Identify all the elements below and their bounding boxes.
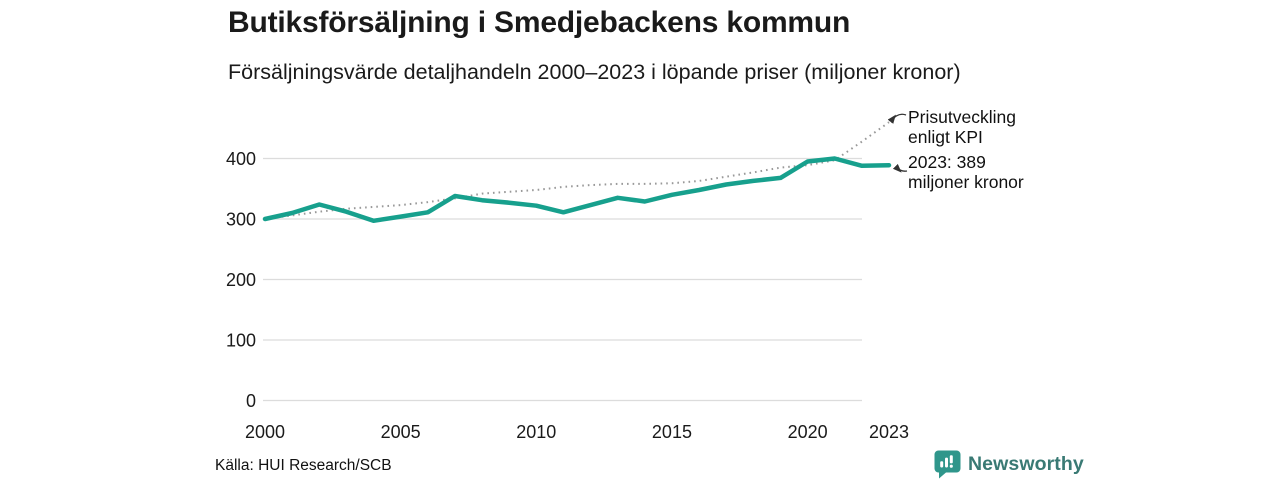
y-tick-0: 0	[246, 391, 256, 411]
annotation-kpi-line2: enligt KPI	[908, 126, 983, 147]
arrow-to-kpi-line	[887, 113, 907, 124]
newsworthy-badge-icon	[934, 450, 961, 479]
annotation-latest-line1: 2023: 389	[908, 152, 986, 172]
y-axis-tick-labels: 0 100 200 300 400	[226, 149, 256, 411]
sales-line	[262, 156, 892, 224]
annotation-latest-line2: miljoner kronor	[908, 171, 1024, 192]
y-tick-300: 300	[226, 210, 256, 230]
x-tick-2010: 2010	[516, 422, 556, 442]
annotation-kpi-line1: Prisutveckling	[908, 107, 1016, 127]
x-tick-2023: 2023	[869, 422, 909, 442]
annotation-kpi: Prisutveckling enligt KPI	[908, 107, 1016, 147]
newsworthy-wordmark: Newsworthy	[968, 453, 1084, 475]
chart-title: Butiksförsäljning i Smedjebackens kommun	[228, 6, 851, 39]
y-tick-400: 400	[226, 149, 256, 169]
x-tick-2000: 2000	[245, 422, 285, 442]
x-tick-2015: 2015	[652, 422, 692, 442]
annotation-latest-value: 2023: 389 miljoner kronor	[908, 152, 1024, 192]
newsworthy-logo: Newsworthy	[934, 450, 1084, 479]
chart-subtitle: Försäljningsvärde detaljhandeln 2000–202…	[228, 60, 961, 84]
x-tick-2005: 2005	[381, 422, 421, 442]
y-tick-200: 200	[226, 270, 256, 290]
y-tick-100: 100	[226, 331, 256, 351]
x-axis-tick-labels: 2000 2005 2010 2015 2020 2023	[245, 422, 909, 442]
arrow-to-sales-line	[892, 163, 908, 173]
source-note: Källa: HUI Research/SCB	[215, 457, 392, 474]
y-gridlines	[263, 157, 862, 402]
x-tick-2020: 2020	[788, 422, 828, 442]
kpi-dotted-line	[264, 121, 890, 220]
